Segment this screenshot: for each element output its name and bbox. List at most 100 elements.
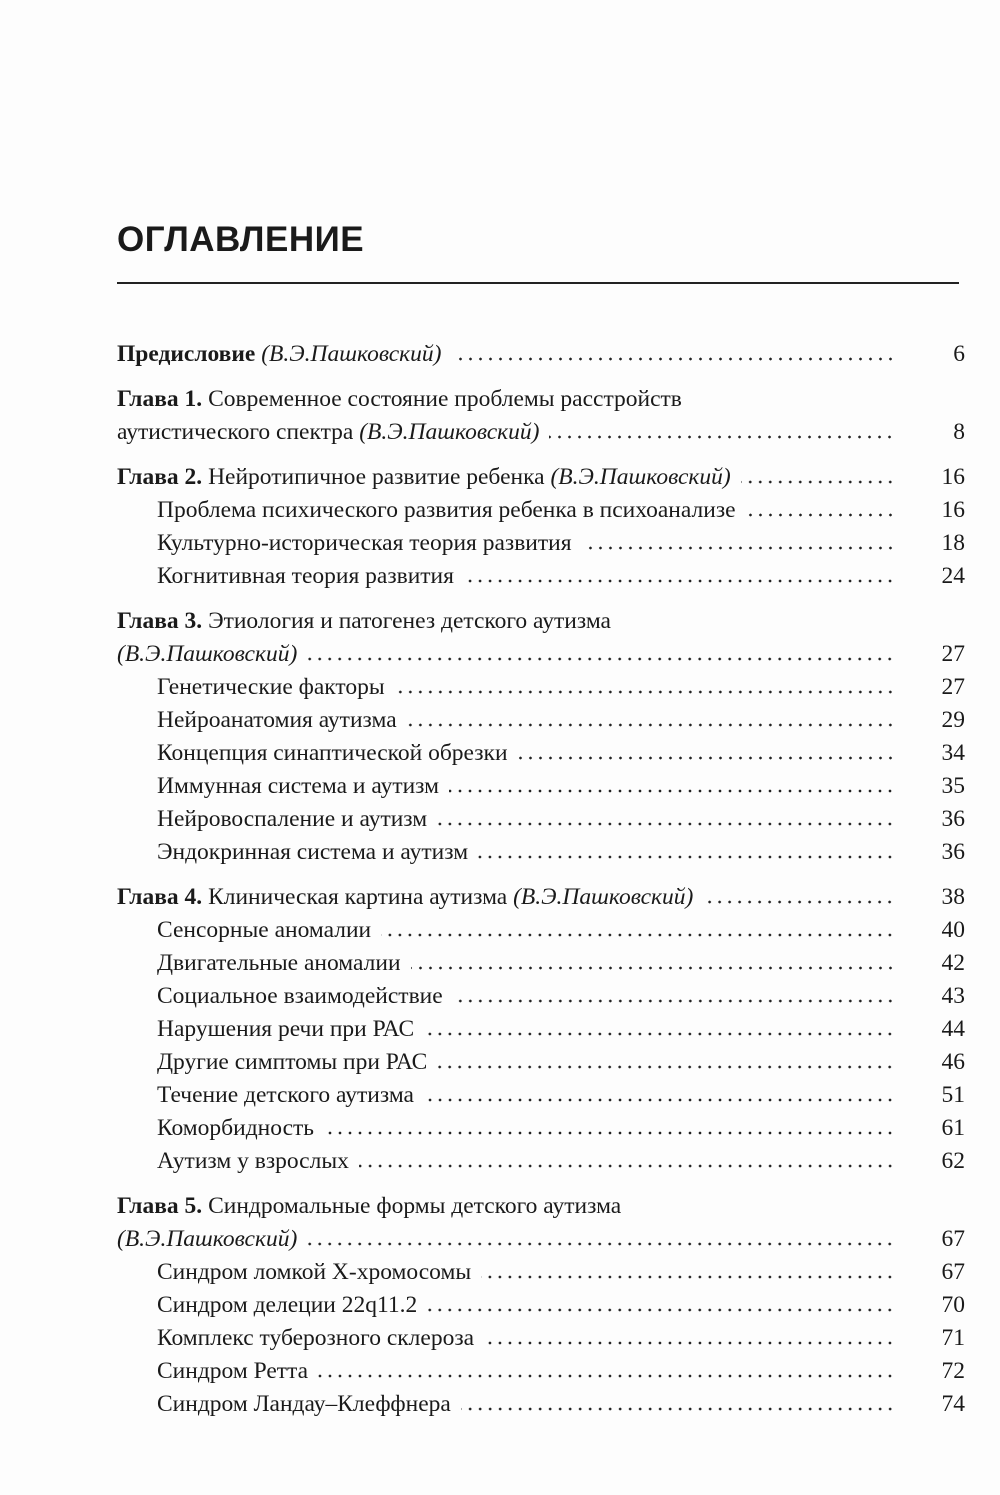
chapter-author: (В.Э.Пашковский) [117,641,298,667]
dot-leader [460,1407,895,1411]
subsection-title: Нейровоспаление и аутизм [157,806,428,832]
toc-subsection: Когнитивная теория развития 24 [117,560,965,593]
page-number: 40 [941,917,966,943]
dot-leader [406,723,895,727]
dot-leader [745,513,895,517]
chapter-label: Глава 4. [117,884,203,910]
page-number: 61 [941,1115,966,1141]
page-number: 72 [941,1358,966,1384]
page-number: 16 [941,464,966,490]
toc-subsection: Культурно-историческая теория развития 18 [117,527,965,560]
chapter-author: (В.Э.Пашковский) [359,419,540,445]
toc-line: Глава 5. Синдромальные формы детского ау… [117,1190,965,1223]
toc-subsection: Сенсорные аномалии 40 [117,914,965,947]
subsection-title: Другие симптомы при РАС [157,1049,428,1075]
toc-subsection: Концепция синаптической обрезки 34 [117,737,965,770]
page-number: 67 [941,1259,966,1285]
toc-subsection: Генетические факторы 27 [117,671,965,704]
entry-text: Глава 2. Нейротипичное развитие ребенка … [117,461,731,494]
toc-chapter: Глава 1. Современное состояние проблемы … [117,383,965,449]
dot-leader [424,1032,895,1036]
chapter-label: Глава 5. [117,1193,203,1219]
toc-chapter: Глава 3. Этиология и патогенез детского … [117,605,965,869]
toc-chapter: Предисловие (В.Э.Пашковский) 6 [117,338,965,371]
subsection-title: Синдром делеции 22q11.2 [157,1292,418,1318]
toc-chapter: Глава 5. Синдромальные формы детского ау… [117,1190,965,1421]
dot-leader [437,822,895,826]
chapter-title: Клиническая картина аутизма [208,884,508,910]
subsection-title: Синдром ломкой Х-хромосомы [157,1259,472,1285]
toc-chapter: Глава 2. Нейротипичное развитие ребенка … [117,461,965,593]
chapter-label: Глава 1. [117,386,203,412]
subsection-title: Нейроанатомия аутизма [157,707,397,733]
chapter-author: (В.Э.Пашковский) [513,884,694,910]
subsection-title: Эндокринная система и аутизм [157,839,469,865]
dot-leader [703,900,895,904]
dot-leader [318,1374,895,1378]
dot-leader [481,1275,895,1279]
page-number: 38 [941,884,966,910]
dot-leader [423,1098,895,1102]
chapter-title: Этиология и патогенез детского аутизма [208,608,611,634]
subsection-title: Концепция синаптической обрезки [157,740,508,766]
entry-text: Предисловие (В.Э.Пашковский) [117,338,442,371]
subsection-title: Двигательные аномалии [157,950,401,976]
toc-line: Предисловие (В.Э.Пашковский) 6 [117,338,965,371]
page-number: 27 [941,674,966,700]
entry-text: Глава 3. Этиология и патогенез детского … [117,605,611,638]
page-number: 70 [941,1292,966,1318]
title-rule [117,282,959,284]
chapter-title: Синдромальные формы детского аутизма [208,1193,622,1219]
subsection-title: Сенсорные аномалии [157,917,372,943]
dot-leader [410,966,895,970]
toc-line: Глава 2. Нейротипичное развитие ребенка … [117,461,965,494]
page-title: ОГЛАВЛЕНИЕ [117,220,365,259]
entry-text: (В.Э.Пашковский) [117,1223,297,1256]
dot-leader [449,789,895,793]
dot-leader [324,1131,895,1135]
chapter-author: (В.Э.Пашковский) [261,341,442,367]
toc-subsection: Комплекс туберозного склероза 71 [117,1322,965,1355]
toc-subsection: Эндокринная система и аутизм 36 [117,836,965,869]
toc-subsection: Нейровоспаление и аутизм 36 [117,803,965,836]
dot-leader [463,579,895,583]
chapter-label: Глава 2. [117,464,203,490]
subsection-title: Течение детского аутизма [157,1082,414,1108]
page-number: 46 [941,1049,966,1075]
entry-text: Глава 5. Синдромальные формы детского ау… [117,1190,621,1223]
subsection-title: Проблема психического развития ребенка в… [157,497,736,523]
page-number: 44 [941,1016,966,1042]
toc-subsection: Иммунная система и аутизм 35 [117,770,965,803]
chapter-label: Глава 3. [117,608,203,634]
chapter-title: Современное состояние проблемы расстройс… [208,386,682,412]
toc-subsection: Нарушения речи при РАС 44 [117,1013,965,1046]
page-number: 18 [941,530,966,556]
toc-subsection: Течение детского аутизма 51 [117,1079,965,1112]
subsection-title: Комплекс туберозного склероза [157,1325,475,1351]
toc-subsection: Нейроанатомия аутизма 29 [117,704,965,737]
page-number: 34 [941,740,966,766]
toc-subsection: Социальное взаимодействие 43 [117,980,965,1013]
toc-subsection: Синдром Ретта 72 [117,1355,965,1388]
chapter-author: (В.Э.Пашковский) [550,464,731,490]
subsection-title: Генетические факторы [157,674,385,700]
dot-leader [549,435,895,439]
page-number: 27 [941,641,966,667]
toc-subsection: Коморбидность 61 [117,1112,965,1145]
dot-leader [484,1341,895,1345]
dot-leader [740,480,895,484]
toc-line: аутистического спектра (В.Э.Пашковский) 8 [117,416,965,449]
dot-leader [307,1242,895,1246]
chapter-title: Нейротипичное развитие ребенка [208,464,545,490]
page-number: 6 [953,341,965,367]
subsection-title: Нарушения речи при РАС [157,1016,415,1042]
subsection-title: Культурно-историческая теория развития [157,530,572,556]
subsection-title: Коморбидность [157,1115,314,1141]
page-number: 29 [941,707,966,733]
chapter-author: (В.Э.Пашковский) [117,1226,298,1252]
page-number: 74 [941,1391,966,1417]
page-number: 24 [941,563,966,589]
toc-subsection: Двигательные аномалии 42 [117,947,965,980]
dot-leader [307,657,895,661]
